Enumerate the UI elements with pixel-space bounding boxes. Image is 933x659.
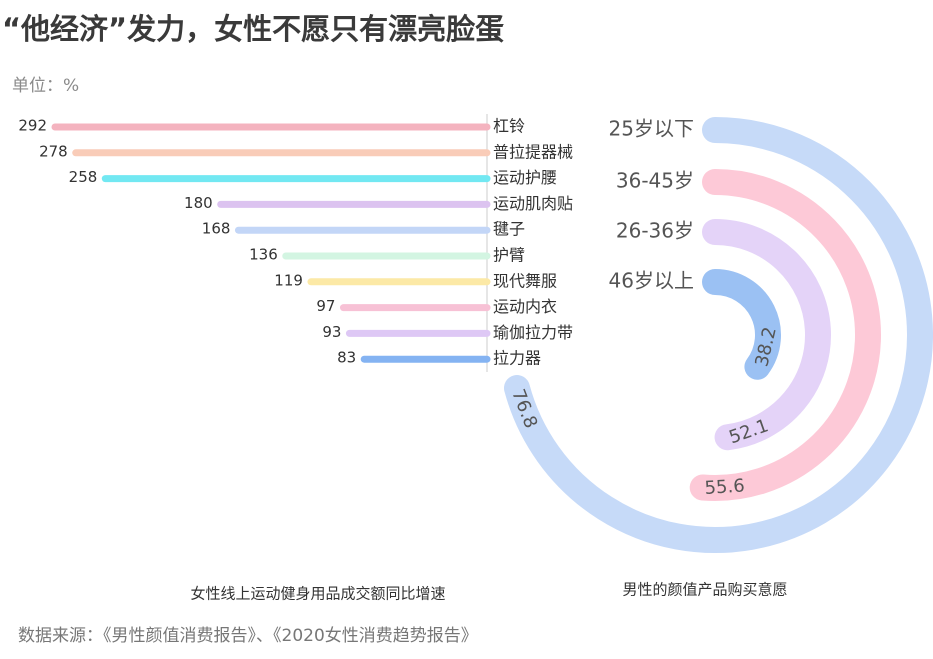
chart-caption: 女性线上运动健身用品成交额同比增速 [190,585,445,603]
page-title: “他经济”发力，女性不愿只有漂亮脸蛋 [2,12,504,46]
value-label: 136 [249,246,278,264]
value-label: 180 [184,194,213,212]
value-label: 258 [69,168,98,186]
radial-bar [503,117,933,553]
category-label: 护臂 [493,246,525,265]
radial-bar [689,169,881,501]
unit-label: 单位：% [12,76,79,96]
category-label: 运动肌肉贴 [493,194,573,213]
category-label: 36-45岁 [616,169,694,193]
category-label: 毽子 [493,220,525,239]
source-note: 数据来源：《男性颜值消费报告》、《2020女性消费趋势报告》 [18,626,478,646]
category-label: 普拉提器械 [493,142,573,161]
category-label: 拉力器 [493,349,541,368]
value-label: 97 [316,297,335,315]
value-label: 278 [39,142,68,160]
value-label: 168 [202,220,231,238]
value-label: 83 [337,349,356,367]
category-label: 现代舞服 [493,271,557,290]
value-label: 119 [274,271,303,289]
chart-caption: 男性的颜值产品购买意愿 [622,581,787,599]
category-label: 46岁以上 [609,269,694,293]
category-label: 瑜伽拉力带 [493,323,573,342]
category-label: 杠铃 [493,117,525,136]
category-label: 26-36岁 [616,219,694,243]
value-label: 292 [18,117,47,135]
radial-bar [702,269,781,380]
radial-bar [702,219,831,451]
value-label: 55.6 [704,475,745,498]
category-label: 25岁以下 [609,117,694,141]
category-label: 运动护腰 [493,168,557,187]
value-label: 93 [322,323,341,341]
category-label: 运动内衣 [493,297,557,316]
